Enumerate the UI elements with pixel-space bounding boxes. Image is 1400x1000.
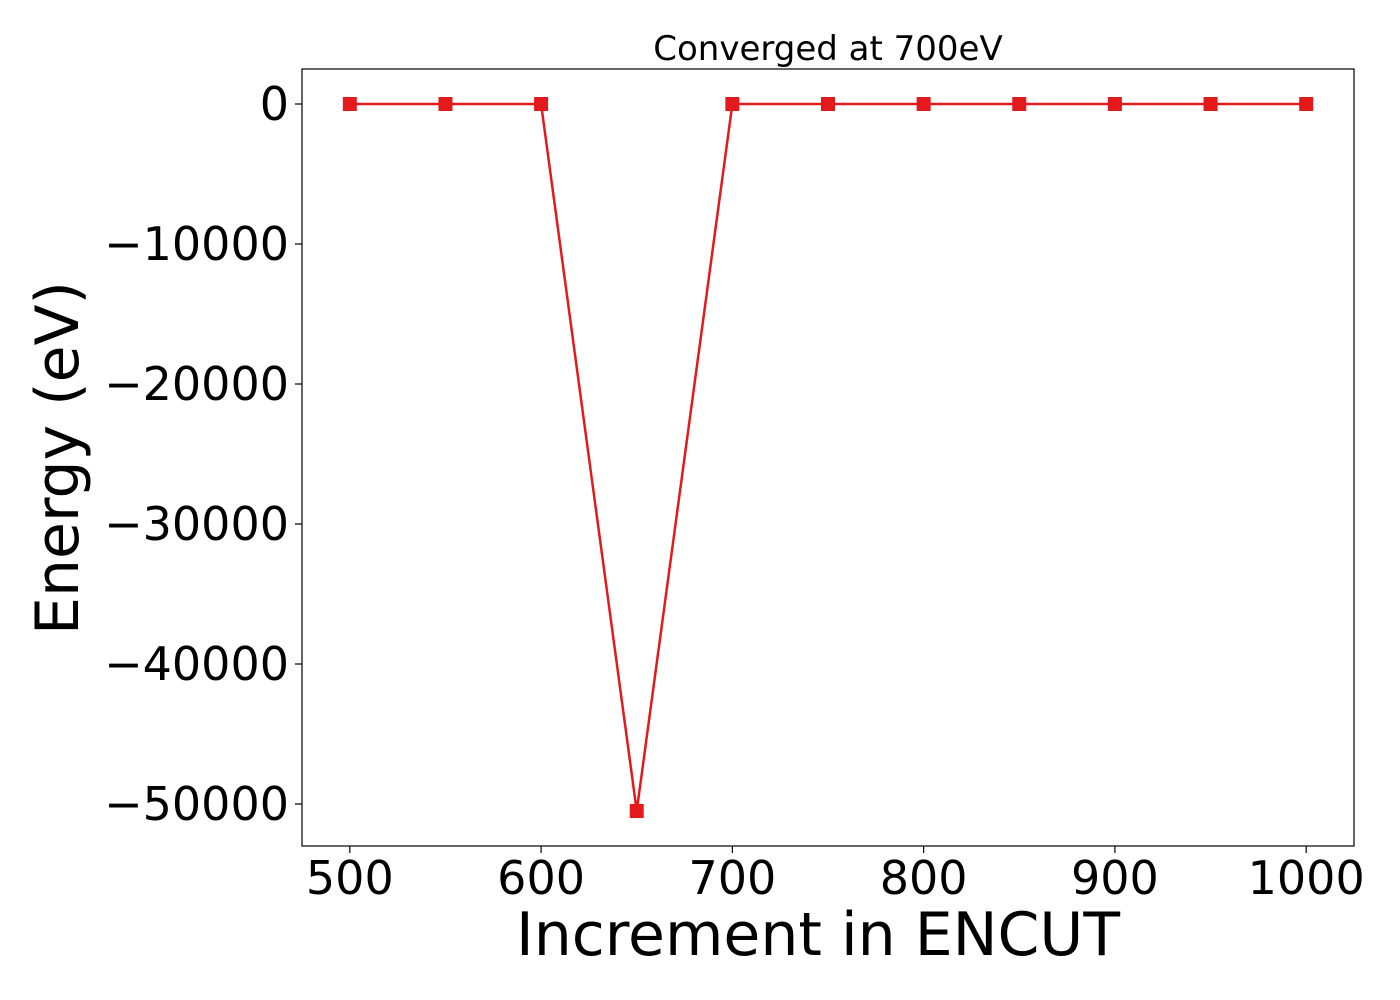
x-tick-label: 600 bbox=[497, 851, 585, 905]
y-tick-label: 0 bbox=[260, 77, 289, 131]
data-point-marker bbox=[342, 97, 357, 111]
y-tick-label: −40000 bbox=[104, 637, 289, 691]
x-axis-ticks: 500 600 700 800 900 1000 bbox=[306, 846, 1365, 905]
y-tick-label: −20000 bbox=[104, 357, 289, 411]
plot-frame bbox=[301, 68, 1355, 847]
x-tick-label: 900 bbox=[1071, 851, 1159, 905]
x-axis-label: Increment in ENCUT bbox=[516, 900, 1120, 970]
x-tick-label: 500 bbox=[306, 851, 394, 905]
y-axis-ticks: 0 −10000 −20000 −30000 −40000 −50000 bbox=[104, 77, 302, 831]
data-point-marker bbox=[438, 97, 453, 111]
x-tick-label: 1000 bbox=[1248, 851, 1365, 905]
data-point-marker bbox=[821, 97, 835, 111]
data-point-marker bbox=[1012, 97, 1027, 111]
y-tick-label: −50000 bbox=[104, 777, 289, 831]
x-tick-label: 800 bbox=[880, 851, 968, 905]
y-tick-label: −30000 bbox=[104, 497, 289, 551]
data-point-marker bbox=[1107, 97, 1122, 111]
data-point-marker bbox=[534, 97, 549, 111]
x-tick-label: 700 bbox=[688, 851, 776, 905]
y-axis-label: Energy (eV) bbox=[23, 281, 93, 635]
data-point-marker bbox=[1203, 97, 1218, 111]
data-point-marker bbox=[1299, 97, 1314, 111]
series-layer bbox=[342, 97, 1314, 818]
y-tick-label: −10000 bbox=[104, 217, 289, 271]
chart-title: Converged at 700eV bbox=[653, 29, 1002, 69]
data-point-marker bbox=[629, 804, 644, 818]
series-line bbox=[349, 102, 1307, 812]
data-point-marker bbox=[725, 97, 740, 111]
data-point-marker bbox=[916, 97, 931, 111]
